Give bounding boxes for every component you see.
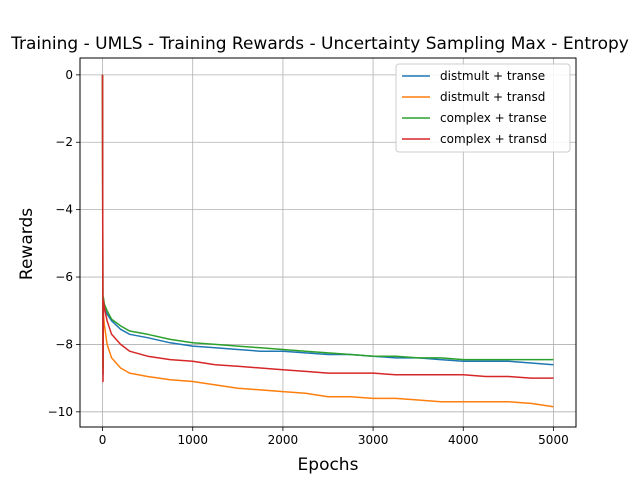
y-axis-label: Rewards	[17, 208, 37, 280]
series-line-2	[101, 74, 554, 369]
ticks: 0 1000 2000 3000 4000 5000 0 −2 −4 −6 −8 −10	[48, 68, 569, 447]
y-tick-label: −10	[48, 405, 73, 419]
chart-title: Training - UMLS - Training Rewards - Unc…	[10, 34, 629, 54]
x-tick-label: 2000	[268, 433, 299, 447]
y-tick-label: −6	[55, 270, 73, 284]
y-tick-label: −2	[55, 135, 73, 149]
plot-frame	[79, 57, 577, 428]
legend-label: distmult + transe	[440, 69, 545, 83]
series-line-1	[101, 74, 554, 408]
legend-label: complex + transe	[440, 111, 547, 125]
x-tick-label: 3000	[358, 433, 389, 447]
x-axis-label: Epochs	[298, 455, 359, 475]
legend-label: complex + transd	[440, 132, 547, 146]
series-line-3	[101, 74, 554, 383]
y-tick-label: −4	[55, 203, 73, 217]
series-line-0	[101, 74, 554, 376]
legend-box	[395, 63, 571, 153]
legend: distmult + transe distmult + transd comple…	[395, 63, 571, 153]
legend-label: distmult + transd	[440, 90, 545, 104]
x-tick-label: 1000	[177, 433, 208, 447]
x-tick-label: 0	[99, 433, 107, 447]
y-tick-label: 0	[65, 68, 73, 82]
series-lines	[101, 74, 554, 408]
x-tick-label: 4000	[448, 433, 479, 447]
y-tick-label: −8	[55, 337, 73, 351]
x-tick-label: 5000	[538, 433, 569, 447]
